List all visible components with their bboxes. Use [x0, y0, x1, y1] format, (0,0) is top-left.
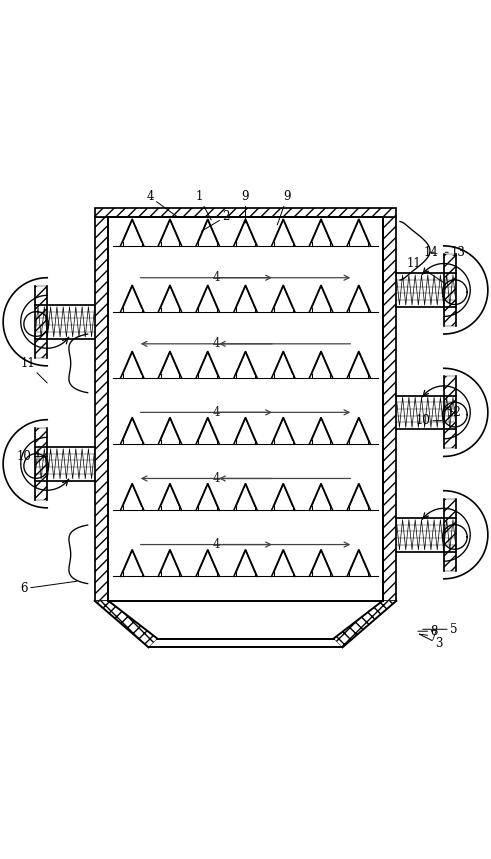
Bar — [95, 216, 109, 600]
Text: 8: 8 — [418, 624, 437, 637]
Bar — [444, 376, 456, 448]
Polygon shape — [333, 600, 396, 648]
Text: 2: 2 — [201, 210, 230, 231]
Text: 3: 3 — [419, 634, 443, 650]
Bar — [382, 216, 396, 600]
Text: 11: 11 — [407, 257, 444, 283]
Text: 4: 4 — [146, 191, 177, 216]
Text: 10: 10 — [17, 450, 47, 463]
Text: 6: 6 — [21, 582, 77, 595]
Text: 4: 4 — [213, 405, 220, 419]
Text: 5: 5 — [423, 623, 457, 636]
Text: 4: 4 — [213, 538, 220, 551]
Text: 11: 11 — [20, 356, 47, 383]
Bar — [35, 286, 47, 358]
Text: 13: 13 — [445, 246, 466, 259]
Text: 12: 12 — [444, 405, 461, 419]
Bar — [95, 216, 109, 600]
Text: 1: 1 — [195, 191, 211, 220]
Text: 9: 9 — [242, 191, 249, 222]
Bar — [382, 216, 396, 600]
Text: 9: 9 — [277, 191, 291, 225]
Text: 4: 4 — [213, 472, 220, 485]
Bar — [444, 253, 456, 326]
Bar — [95, 208, 396, 216]
Text: 14: 14 — [423, 246, 438, 259]
Text: 7: 7 — [419, 630, 438, 643]
Bar — [35, 428, 47, 500]
Text: 10: 10 — [415, 414, 444, 427]
Bar — [444, 498, 456, 571]
Polygon shape — [95, 600, 158, 648]
Text: 4: 4 — [213, 338, 220, 350]
Text: 4: 4 — [213, 271, 220, 284]
Bar — [95, 208, 396, 216]
